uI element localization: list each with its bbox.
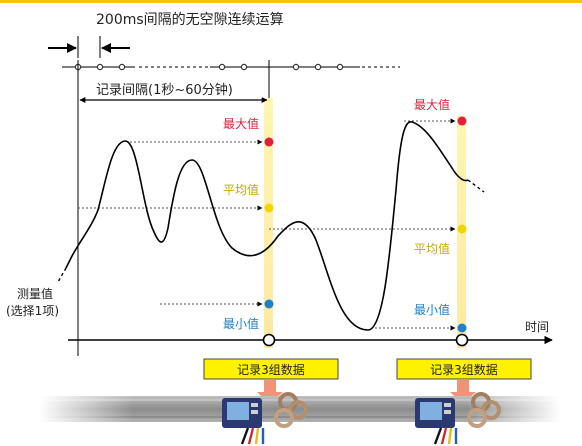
avg-label-2: 平均值 [414, 241, 450, 256]
sampling-points-line [62, 63, 400, 71]
record-box-1 [203, 358, 339, 380]
max-marker-2 [457, 116, 467, 126]
record-box-2-label: 记录3组数据 [430, 362, 498, 377]
waveform-start-dash [57, 267, 67, 283]
record-box-1-label: 记录3组数据 [237, 362, 305, 377]
max-label-1: 最大值 [223, 116, 259, 131]
record-box-2 [396, 358, 532, 380]
current-clamp-sensor-icon [467, 392, 501, 428]
measured-value-sublabel: (选择1项) [6, 304, 59, 318]
current-clamp-sensor-icon [274, 392, 308, 428]
record-interval-label-bg [92, 80, 262, 98]
sampling-note-label: 200ms间隔的无空隙连续运算 [96, 11, 284, 28]
measured-waveform [65, 121, 469, 331]
waveform-end-dash [467, 179, 485, 193]
record-point-highlight-1 [264, 98, 273, 348]
data-logger-device-icon [222, 398, 265, 445]
record-point-1 [262, 333, 276, 347]
record-point-2 [455, 333, 469, 347]
avg-marker-1 [264, 203, 274, 213]
sampling-interval-marker [48, 36, 130, 58]
min-label-1: 最小值 [223, 316, 259, 331]
min-marker-1 [264, 299, 274, 309]
measured-value-label: 测量值 [17, 286, 53, 301]
projection-lines [78, 118, 456, 331]
max-label-2: 最大值 [414, 97, 450, 112]
top-accent-bar [0, 0, 582, 3]
record-interval-label: 记录间隔(1秒~60分钟) [96, 82, 233, 98]
avg-label-1: 平均值 [223, 182, 259, 197]
data-logger-device-icon [415, 398, 458, 445]
time-axis-label: 时间 [525, 320, 549, 334]
max-marker-1 [264, 137, 274, 147]
min-label-2: 最小值 [414, 302, 450, 317]
avg-marker-2 [457, 224, 467, 234]
min-marker-2 [457, 323, 467, 333]
